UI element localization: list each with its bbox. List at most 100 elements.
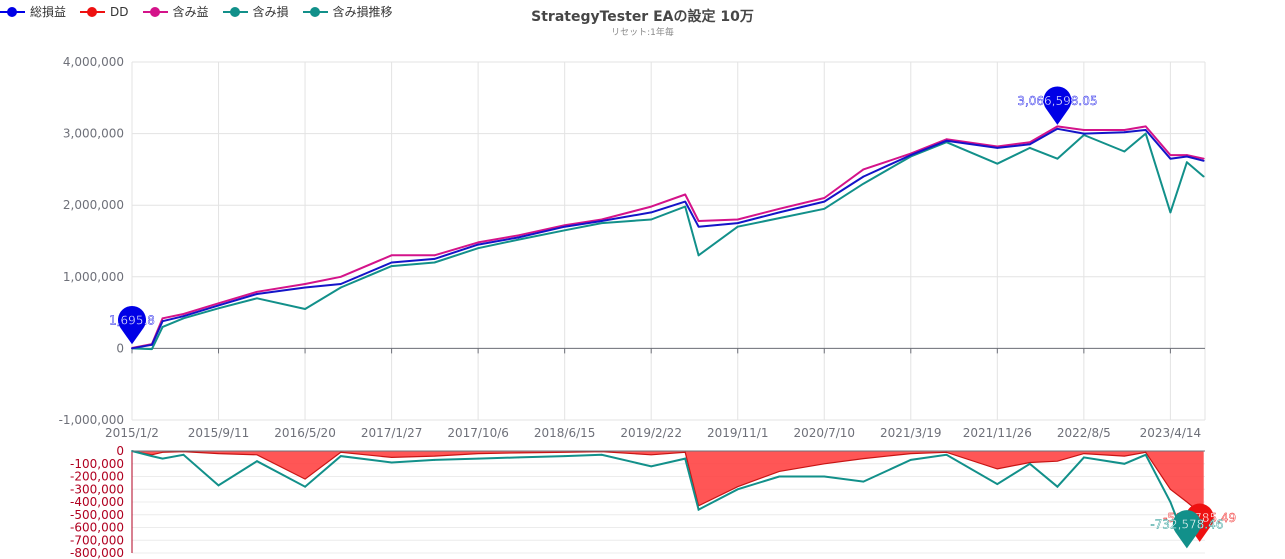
legend-unrealized-gain-icon xyxy=(142,5,168,19)
data-point xyxy=(1169,501,1172,503)
data-point xyxy=(823,200,826,203)
data-point xyxy=(600,220,603,222)
data-point xyxy=(563,455,566,457)
legend-unrealized-loss-label: 含み損 xyxy=(252,5,289,19)
x-tick-label: 2016/5/20 xyxy=(274,426,336,440)
data-point xyxy=(161,317,164,320)
data-point xyxy=(1056,485,1059,488)
series-unrealized-loss-trend-line xyxy=(131,450,1205,547)
data-point xyxy=(304,485,306,488)
data-point xyxy=(433,254,436,257)
data-point xyxy=(909,459,912,461)
data-point xyxy=(256,460,258,463)
data-point xyxy=(1123,131,1126,134)
data-point xyxy=(339,283,342,285)
y-tick-label: 1,000,000 xyxy=(63,270,124,284)
data-point xyxy=(1185,154,1188,156)
x-tick-label: 2018/6/15 xyxy=(534,426,596,440)
data-point xyxy=(1144,129,1147,131)
data-point xyxy=(862,480,865,483)
data-point xyxy=(697,254,700,257)
data-point xyxy=(736,222,739,225)
data-point xyxy=(1029,141,1031,144)
data-point xyxy=(1056,125,1059,128)
legend-item-total[interactable]: 総損益 xyxy=(0,3,66,20)
data-point xyxy=(304,286,306,289)
data-point xyxy=(477,243,480,246)
data-point xyxy=(151,343,153,346)
data-point xyxy=(477,241,480,244)
marker-peak xyxy=(1043,86,1072,125)
x-tick-label: 2019/2/22 xyxy=(620,426,682,440)
dd-y-tick-label: -400,000 xyxy=(70,495,124,509)
data-point xyxy=(650,218,653,221)
data-point xyxy=(217,304,220,307)
series-dd-area xyxy=(132,451,1204,516)
data-point xyxy=(1082,129,1085,131)
x-tick-label: 2015/9/11 xyxy=(188,426,250,440)
series-unrealized-loss-line xyxy=(131,132,1205,351)
marker-peak-label: 3,066,598.05 xyxy=(1017,94,1097,108)
data-point xyxy=(736,225,739,228)
data-point xyxy=(339,455,342,457)
series-total-line xyxy=(131,127,1204,350)
data-point xyxy=(823,207,826,210)
legend-item-unrealized-loss-trend[interactable]: 含み損推移 xyxy=(302,3,393,20)
data-point xyxy=(477,457,480,460)
x-tick-label: 2021/3/19 xyxy=(880,426,942,440)
data-point xyxy=(1056,157,1059,160)
data-point xyxy=(1144,453,1147,456)
data-point xyxy=(1185,161,1188,164)
data-point xyxy=(1202,159,1205,162)
legend-item-unrealized-gain[interactable]: 含み益 xyxy=(142,3,209,20)
data-point xyxy=(600,222,603,225)
legend-item-unrealized-loss[interactable]: 含み損 xyxy=(222,3,289,20)
dd-y-tick-label: -200,000 xyxy=(70,470,124,484)
data-point xyxy=(909,154,912,156)
data-point xyxy=(1144,125,1147,128)
data-point xyxy=(945,138,948,141)
legend-total-icon xyxy=(0,5,25,19)
data-point xyxy=(477,247,480,250)
y-tick-label: 3,000,000 xyxy=(63,127,124,141)
legend-item-dd[interactable]: DD xyxy=(80,3,129,20)
dd-y-tick-label: -700,000 xyxy=(70,533,124,547)
legend-unrealized-loss-trend-label: 含み損推移 xyxy=(332,5,393,19)
data-point xyxy=(339,286,342,289)
data-point xyxy=(1169,211,1172,214)
data-point xyxy=(697,508,700,511)
data-point xyxy=(778,217,781,219)
data-point xyxy=(736,488,739,491)
data-point xyxy=(1202,157,1205,160)
data-point xyxy=(517,236,520,239)
x-tick-label: 2017/1/27 xyxy=(361,426,423,440)
legend-total-label: 総損益 xyxy=(30,5,67,19)
data-point xyxy=(697,225,700,228)
data-point xyxy=(823,475,826,478)
data-point xyxy=(390,265,393,267)
data-point xyxy=(1029,147,1031,149)
data-point xyxy=(1082,456,1085,459)
data-point xyxy=(1029,462,1031,465)
data-point xyxy=(945,139,948,142)
x-tick-label: 2015/1/2 xyxy=(105,426,159,440)
data-point xyxy=(600,453,603,456)
data-point xyxy=(161,326,164,328)
data-point xyxy=(339,275,342,278)
dd-y-tick-label: -500,000 xyxy=(70,508,124,522)
chart-title: StrategyTester EAの設定 10万 xyxy=(531,9,754,25)
data-point xyxy=(1029,143,1031,146)
data-point xyxy=(182,313,185,315)
data-point xyxy=(996,483,999,486)
data-point xyxy=(1123,462,1126,465)
data-point xyxy=(996,162,999,165)
data-point xyxy=(684,200,687,203)
data-point xyxy=(862,175,865,178)
marker-start xyxy=(118,305,146,345)
data-point xyxy=(161,320,164,323)
data-point xyxy=(390,254,393,257)
data-point xyxy=(390,261,393,264)
data-point xyxy=(517,238,520,241)
data-point xyxy=(217,302,220,305)
